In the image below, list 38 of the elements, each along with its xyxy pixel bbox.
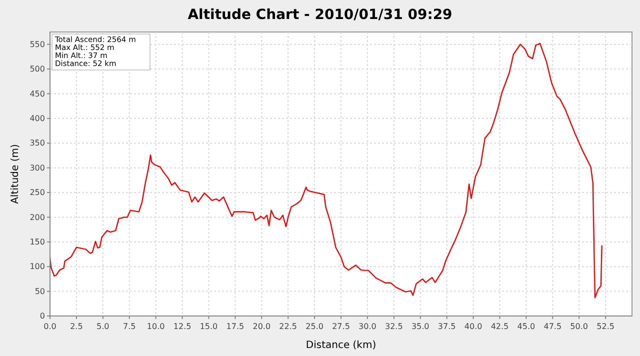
x-tick-label: 20.0 (252, 322, 271, 331)
x-tick-label: 12.5 (173, 322, 192, 331)
line-series (49, 42, 602, 298)
chart-title: Altitude Chart - 2010/01/31 09:29 (188, 7, 452, 23)
x-tick-label: 10.0 (146, 322, 165, 331)
y-tick-label: 100 (30, 262, 45, 272)
y-tick-label: 350 (30, 138, 45, 148)
x-tick-label: 2.5 (70, 322, 83, 331)
y-tick-label: 0 (40, 312, 45, 321)
y-tick-label: 450 (30, 89, 45, 98)
x-tick-label: 27.5 (332, 322, 350, 331)
x-tick-label: 0.0 (44, 322, 56, 331)
x-tick-label: 22.5 (279, 322, 297, 331)
y-tick-label: 400 (30, 114, 45, 123)
y-tick-label: 550 (30, 40, 45, 49)
x-axis-title: Distance (km) (306, 340, 376, 351)
x-tick-label: 52.5 (596, 322, 614, 331)
y-tick-label: 300 (30, 163, 45, 172)
y-axis-title: Altitude (m) (10, 144, 21, 204)
y-tick-label: 200 (30, 212, 45, 222)
x-tick-label: 30.0 (358, 322, 376, 331)
y-tick-label: 250 (30, 188, 45, 198)
x-tick-label: 50.0 (570, 322, 588, 331)
x-tick-label: 32.5 (385, 322, 403, 331)
x-tick-label: 45.0 (517, 322, 536, 331)
x-tick-label: 15.0 (200, 322, 218, 331)
x-tick-label: 17.5 (226, 322, 244, 331)
y-tick-label: 50 (34, 286, 45, 296)
x-tick-label: 47.5 (544, 322, 562, 331)
x-tick-label: 42.5 (490, 322, 509, 331)
x-tick-label: 7.5 (122, 322, 136, 331)
y-tick-label: 150 (30, 237, 45, 246)
x-tick-label: 25.0 (306, 322, 324, 331)
x-tick-label: 40.0 (464, 322, 482, 331)
x-tick-label: 37.5 (438, 322, 456, 331)
x-tick-label: 35.0 (411, 322, 430, 331)
y-tick-label: 500 (30, 64, 45, 74)
x-tick-label: 5.0 (96, 322, 110, 331)
